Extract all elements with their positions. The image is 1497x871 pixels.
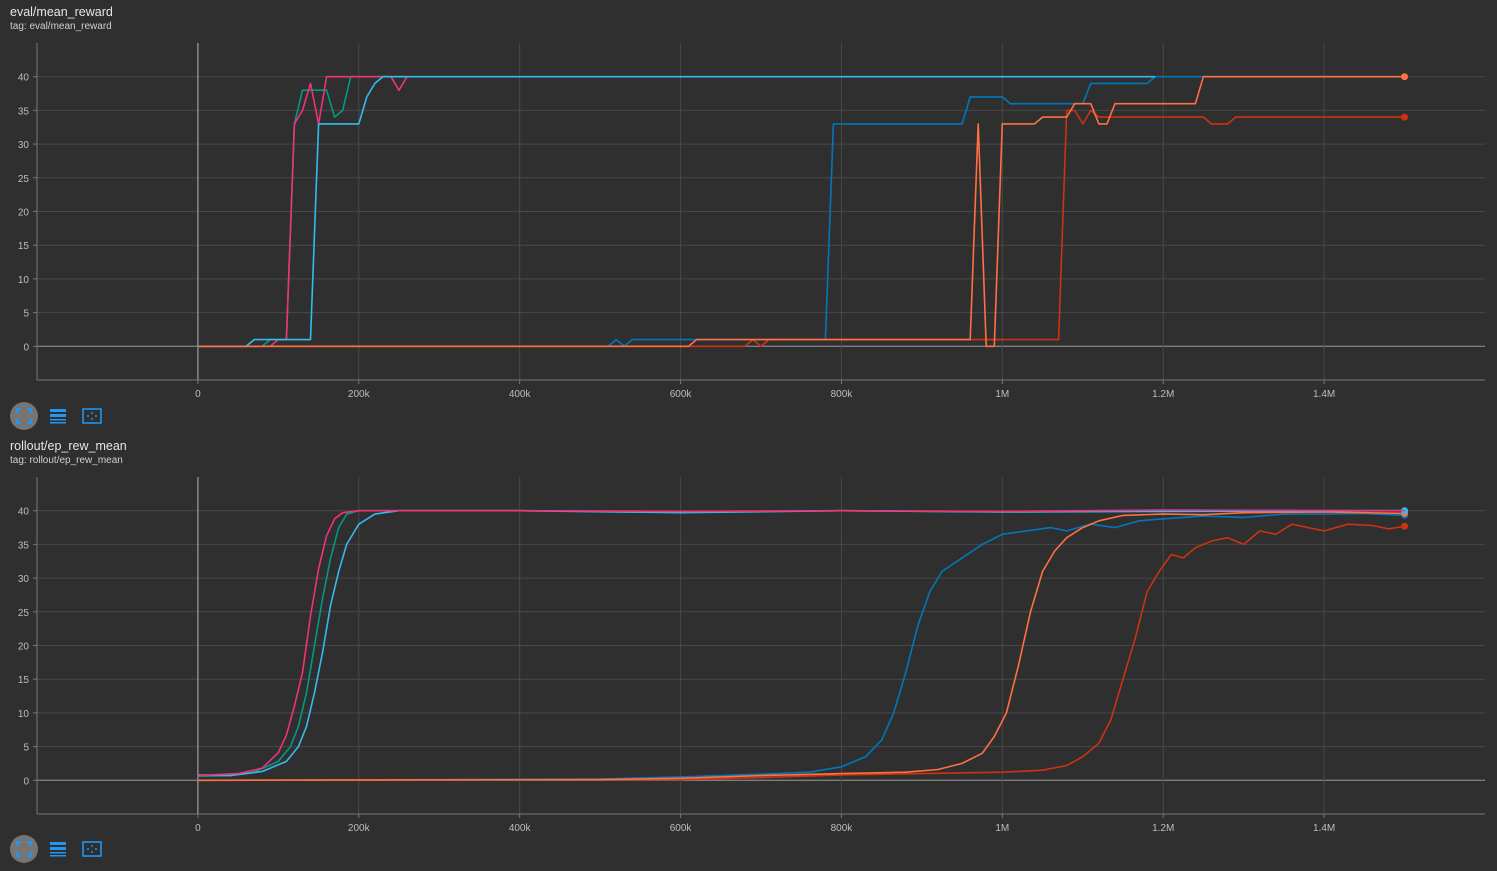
x-tick-label: 1.4M [1313,823,1335,834]
toggle-log-scale-button[interactable] [44,402,72,430]
x-tick-label: 600k [670,389,693,400]
fit-domain-icon [16,408,32,424]
y-tick-label: 10 [18,275,30,286]
chart-toolbar [10,835,106,863]
x-tick-label: 200k [348,823,371,834]
chart-tag: tag: rollout/ep_rew_mean [10,455,123,466]
x-tick-label: 800k [831,823,854,834]
y-tick-label: 5 [23,743,29,754]
series-line-0 [197,75,407,348]
x-tick-label: 400k [509,389,532,400]
x-tick-label: 800k [831,389,854,400]
y-tick-label: 35 [18,540,30,551]
series-end-point-1 [1401,522,1409,530]
y-tick-label: 30 [18,574,30,585]
y-tick-label: 25 [18,608,30,619]
series-line-5 [197,75,1405,348]
y-tick-label: 0 [23,776,29,787]
y-tick-label: 25 [18,174,30,185]
series-line-3 [197,109,1405,348]
list-icon [50,842,66,857]
expand-chart-button[interactable] [78,402,106,430]
series-line-2 [197,509,1405,778]
y-tick-label: 20 [18,208,30,219]
x-tick-label: 1.4M [1313,389,1335,400]
x-tick-label: 200k [348,389,371,400]
y-tick-label: 40 [18,507,30,518]
fit-domain-button[interactable] [10,402,38,430]
y-tick-label: 40 [18,73,30,84]
chart-title: rollout/ep_rew_mean [10,439,127,453]
y-tick-label: 10 [18,709,30,720]
y-tick-label: 5 [23,309,29,320]
x-tick-label: 1M [995,389,1009,400]
series-end-point-5 [1401,73,1409,81]
fit-domain-button[interactable] [10,835,38,863]
expand-chart-icon [82,408,102,424]
x-tick-label: 600k [670,823,693,834]
series-line-2 [197,75,1405,348]
y-tick-label: 35 [18,106,30,117]
expand-chart-icon [82,841,102,857]
line-chart-eval-mean-reward[interactable]: 0 5 10 15 20 25 30 35 40 0 200k 400k 600k 800k 1M 1.2M 1… [0,40,1497,402]
fit-domain-icon [16,841,32,857]
y-tick-label: 15 [18,675,30,686]
series-line-4 [197,75,1156,348]
x-tick-label: 0 [195,823,201,834]
series-line-1 [197,523,1405,782]
chart-title: eval/mean_reward [10,5,113,19]
series-line-1 [197,75,408,348]
y-tick-label: 20 [18,642,30,653]
series-line-3 [197,511,1405,782]
x-tick-label: 400k [509,823,532,834]
x-tick-label: 0 [195,389,201,400]
chart-tag: tag: eval/mean_reward [10,21,112,32]
series-end-point-3 [1401,113,1409,121]
y-tick-label: 30 [18,140,30,151]
x-tick-label: 1.2M [1152,389,1174,400]
series-line-4 [197,509,1405,777]
y-tick-label: 15 [18,241,30,252]
toggle-log-scale-button[interactable] [44,835,72,863]
x-tick-label: 1.2M [1152,823,1174,834]
line-chart-rollout-ep-rew-mean[interactable]: 0 5 10 15 20 25 30 35 40 0 200k 400k 600k 800k 1M 1.2M 1… [0,474,1497,836]
y-tick-label: 0 [23,342,29,353]
series-line-5 [197,509,1405,777]
expand-chart-button[interactable] [78,835,106,863]
chart-toolbar [10,402,106,430]
series-line-0 [197,512,1405,782]
x-tick-label: 1M [995,823,1009,834]
list-icon [50,409,66,424]
